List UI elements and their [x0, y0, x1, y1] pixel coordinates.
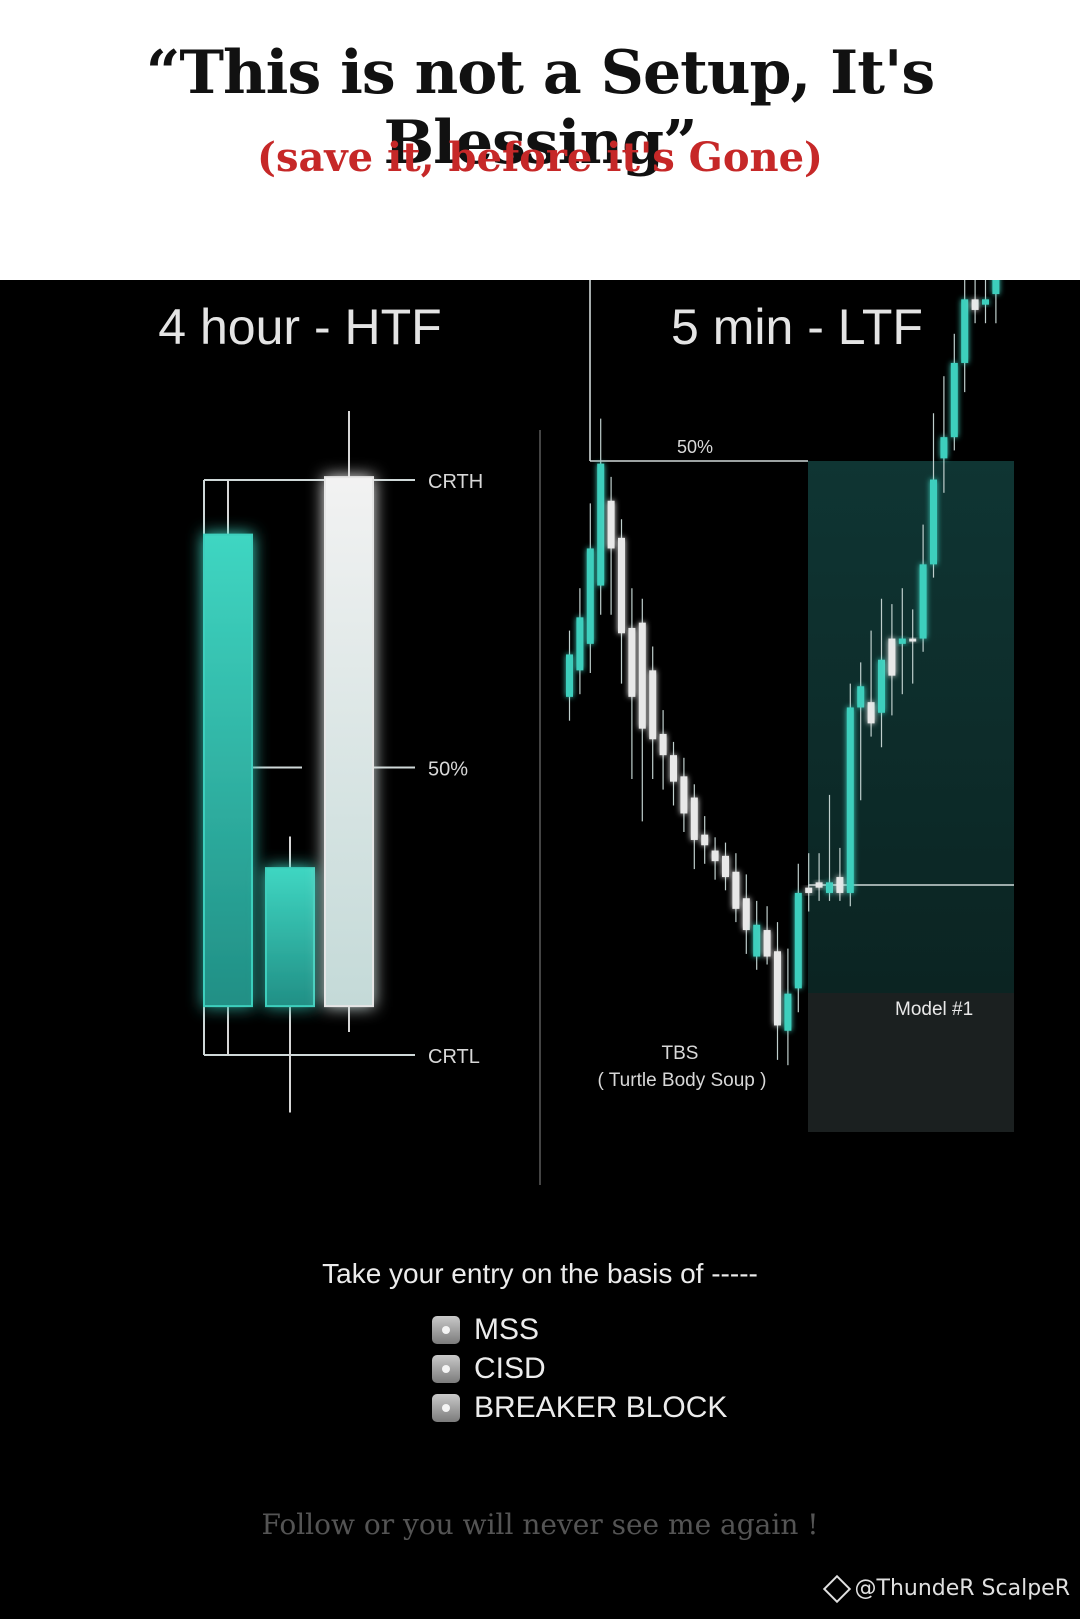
ltf-candle	[566, 654, 573, 697]
entry-item-cisd: CISD	[432, 1349, 727, 1388]
htf-candle	[324, 476, 374, 1008]
entry-item-breaker-block: BREAKER BLOCK	[432, 1388, 727, 1427]
ltf-candle	[649, 670, 657, 740]
htf-chart: CRTH 50% CRTL	[203, 411, 483, 1113]
htf-candle	[203, 533, 253, 1008]
ltf-candle	[805, 887, 813, 893]
entry-item-label: BREAKER BLOCK	[474, 1390, 728, 1424]
ltf-candle	[846, 707, 854, 893]
ltf-candle	[919, 564, 927, 639]
ltf-candle	[618, 537, 625, 634]
htf-candle	[265, 867, 315, 1008]
entry-item-mss: MSS	[432, 1310, 727, 1349]
ltf-level-label: 50%	[677, 437, 713, 457]
ltf-candle	[701, 834, 709, 846]
checkbox-icon	[432, 1354, 460, 1383]
ltf-candle	[607, 500, 615, 549]
entry-item-label: MSS	[474, 1312, 540, 1346]
ltf-candle	[909, 638, 917, 642]
ltf-candle	[867, 702, 875, 724]
checkbox-icon	[432, 1393, 460, 1422]
ltf-title: 5 min - LTF	[671, 299, 923, 355]
model-label: Model #1	[895, 999, 973, 1020]
ltf-candle	[680, 776, 688, 814]
ltf-candle	[888, 638, 896, 676]
page-title: “This is not a Setup, It's Blessing”	[145, 38, 935, 178]
ltf-candle	[638, 622, 646, 729]
checkbox-icon	[432, 1315, 460, 1344]
htf-level-label: CRTH	[428, 471, 483, 493]
ltf-candle	[732, 871, 740, 909]
ltf-candle	[576, 617, 584, 671]
entry-item-label: CISD	[474, 1351, 546, 1385]
ltf-candle	[982, 299, 989, 305]
ltf-candle	[711, 850, 719, 862]
ltf-candle	[794, 892, 802, 989]
ltf-candle	[586, 548, 594, 644]
watermark-text: @ThundeR ScalpeR	[854, 1576, 1071, 1601]
ltf-candle	[815, 882, 823, 888]
ltf-candle	[753, 924, 761, 957]
ltf-candle	[898, 638, 906, 644]
htf-level-label: 50%	[428, 759, 468, 781]
ltf-candle	[722, 855, 729, 878]
ltf-candle	[690, 797, 698, 840]
footer-text: Follow or you will never see me again !	[261, 1508, 819, 1541]
ltf-candle	[878, 659, 885, 713]
ltf-candle	[930, 479, 937, 565]
ltf-candle	[940, 437, 948, 459]
page-subtitle: (save it, before it's Gone)	[257, 134, 823, 181]
entry-title: Take your entry on the basis of -----	[322, 1258, 758, 1289]
ltf-candle	[784, 993, 792, 1031]
ltf-candle	[597, 463, 605, 586]
ltf-candle	[836, 877, 844, 893]
ltf-candle	[670, 755, 677, 782]
ltf-candle	[763, 930, 771, 957]
ltf-candle	[826, 882, 833, 893]
ltf-candle	[950, 362, 958, 438]
tbs-label: TBS	[662, 1043, 699, 1064]
htf-title: 4 hour - HTF	[158, 299, 441, 355]
watermark: @ThundeR ScalpeR	[822, 1574, 1071, 1603]
ltf-candle	[774, 951, 781, 1026]
ltf-candle	[961, 299, 969, 363]
ltf-candle	[971, 299, 979, 310]
header: “This is not a Setup, It's Blessing” (sa…	[0, 0, 1080, 280]
ltf-candle	[659, 733, 667, 756]
tbs-sublabel: ( Turtle Body Soup )	[598, 1070, 767, 1091]
logo-icon	[822, 1574, 851, 1603]
ltf-candle	[628, 627, 636, 697]
ltf-candle	[857, 686, 865, 708]
ltf-bull-zone	[808, 461, 1014, 993]
htf-level-label: CRTL	[428, 1046, 480, 1068]
ltf-candle	[992, 280, 1000, 295]
entry-list: MSS CISD BREAKER BLOCK	[432, 1310, 727, 1427]
ltf-model-zone	[808, 993, 1014, 1132]
ltf-candle	[742, 898, 750, 931]
